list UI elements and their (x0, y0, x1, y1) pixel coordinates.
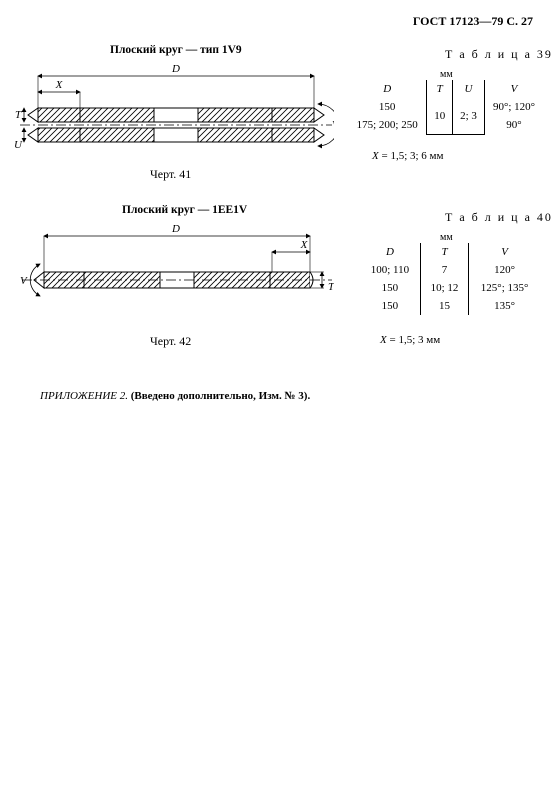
svg-text:V: V (332, 119, 334, 131)
th-v: V (484, 80, 543, 98)
td: 2; 3 (453, 98, 485, 134)
td: 7 (420, 261, 468, 279)
figure2-caption: Черт. 42 (150, 334, 191, 349)
td: 125°; 135° (469, 279, 540, 297)
page-header: ГОСТ 17123—79 С. 27 (413, 14, 533, 29)
figure2-title: Плоский круг — 1ЕЕ1V (122, 204, 247, 216)
th-d: D (360, 243, 420, 261)
td: 90°; 120° (484, 98, 543, 116)
td: 120° (469, 261, 540, 279)
figure1-title: Плоский круг — тип 1V9 (110, 44, 242, 56)
svg-text:T: T (328, 281, 334, 293)
td: 15 (420, 297, 468, 315)
td: 135° (469, 297, 540, 315)
td: 150 (360, 279, 420, 297)
th-u: U (453, 80, 485, 98)
svg-text:D: D (171, 63, 180, 75)
td: 150 (348, 98, 427, 116)
appendix-label: ПРИЛОЖЕНИЕ 2. (40, 390, 128, 402)
diagram-1: D X (14, 58, 334, 168)
svg-text:U: U (14, 139, 23, 151)
figure1-caption: Черт. 41 (150, 167, 191, 182)
td: 10 (427, 98, 453, 134)
svg-text:V: V (20, 275, 28, 287)
svg-text:X: X (300, 239, 309, 251)
appendix-note: ПРИЛОЖЕНИЕ 2. (Введено дополнительно, Из… (40, 390, 310, 402)
td: 150 (360, 297, 420, 315)
td: 90° (484, 116, 543, 134)
table2-note: X = 1,5; 3 мм (380, 334, 440, 346)
appendix-text: (Введено дополнительно, Изм. № 3). (131, 390, 310, 402)
td: 100; 110 (360, 261, 420, 279)
svg-text:T: T (15, 109, 22, 121)
th-v: V (469, 243, 540, 261)
table-40: D T V 100; 110 7 120° 150 10; 12 125°; 1… (360, 243, 540, 315)
th-d: D (348, 80, 427, 98)
th-t: T (420, 243, 468, 261)
table1-unit: мм (440, 69, 453, 80)
diagram-2: D X V T (14, 218, 334, 328)
td: 175; 200; 250 (348, 116, 427, 134)
table2-label: Т а б л и ц а 40 (445, 210, 553, 225)
th-t: T (427, 80, 453, 98)
table1-label: Т а б л и ц а 39 (445, 47, 553, 62)
table1-note: X = 1,5; 3; 6 мм (372, 150, 443, 162)
svg-text:X: X (55, 79, 64, 91)
table-39: D T U V 150 10 2; 3 90°; 120° 175; 200; … (348, 80, 543, 135)
svg-text:D: D (171, 223, 180, 235)
table2-unit: мм (440, 232, 453, 243)
td: 10; 12 (420, 279, 468, 297)
